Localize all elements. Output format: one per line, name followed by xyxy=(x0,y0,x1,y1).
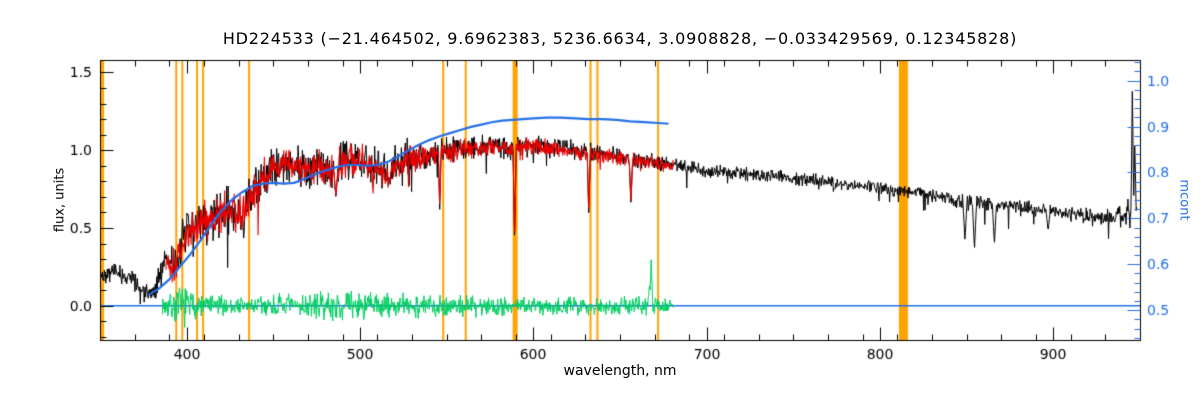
plot-title: HD224533 (−21.464502, 9.6962383, 5236.66… xyxy=(222,29,1018,48)
x-axis-label: wavelength, nm xyxy=(563,363,677,379)
y-axis-label-flux: flux, units xyxy=(52,167,68,233)
y-axis-label-mcont: mcont xyxy=(1176,179,1192,221)
